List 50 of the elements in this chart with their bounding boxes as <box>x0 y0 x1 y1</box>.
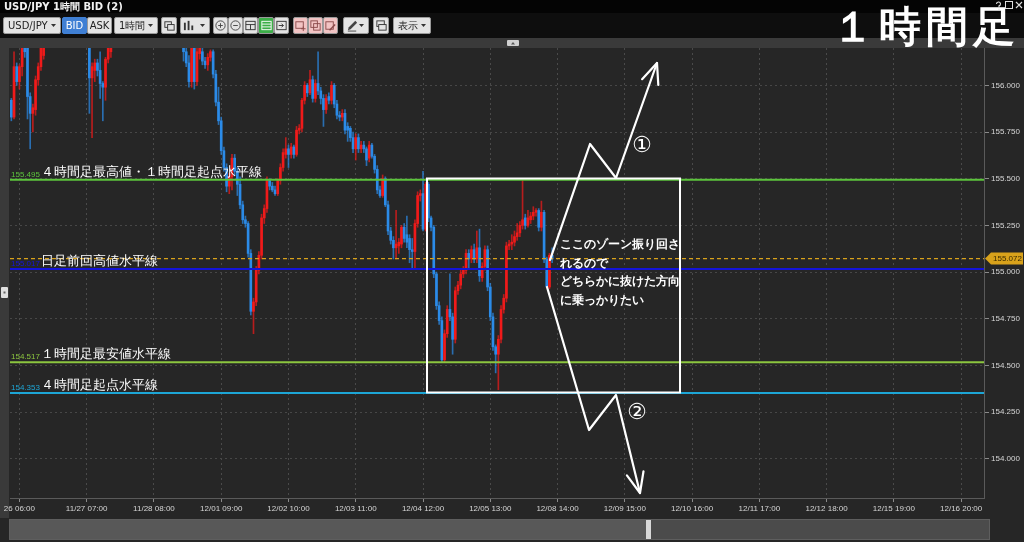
annotation: どちらかに抜けた方向に乗っかりたい <box>560 274 680 307</box>
candlestick <box>540 200 543 232</box>
x-tick-label: 12/09 15:00 <box>603 504 647 513</box>
x-tick-label: 12/11 17:00 <box>738 504 781 513</box>
chart-subtitle: USD/JPY 1時間 BID (2) <box>4 0 123 13</box>
candlestick <box>201 48 204 66</box>
x-tick-label: 11/27 07:00 <box>65 504 109 513</box>
y-tick-label: 155.500 <box>991 173 1021 183</box>
candlestick <box>410 238 414 269</box>
x-tick-label: 12/04 12:00 <box>401 504 445 513</box>
y-tick-label: 156.000 <box>991 80 1021 90</box>
ask-toggle: ASK <box>87 17 112 34</box>
y-tick-label: 155.750 <box>991 127 1021 137</box>
bid-toggle: BID <box>62 17 87 34</box>
annotation: ここのゾーン振り回されるので <box>559 237 680 270</box>
x-tick-label: 12/15 19:00 <box>872 504 916 513</box>
x-tick-label: 12/03 11:00 <box>334 504 378 513</box>
annotation: 154.353 <box>11 382 41 392</box>
y-tick-label: 154.000 <box>991 453 1021 463</box>
timeframe-dropdown: 1時間 <box>114 17 158 34</box>
x-tick-label: 12/12 18:00 <box>805 504 849 513</box>
annotation: ① <box>632 132 652 157</box>
y-tick-label: 155.250 <box>991 220 1021 230</box>
x-tick-label: 26 06:00 <box>3 504 36 513</box>
y-tick-label: 154.500 <box>991 360 1021 370</box>
annotation: 155.017 <box>11 258 41 268</box>
ref-line-label: 155.072 <box>993 254 1023 264</box>
candlestick <box>305 83 309 97</box>
annotation: 154.517 <box>11 352 41 362</box>
x-tick-label: 12/05 13:00 <box>469 504 512 513</box>
x-tick-label: 12/02 10:00 <box>267 504 311 513</box>
x-tick-label: 12/10 16:00 <box>670 504 714 513</box>
display-dropdown: 表示 <box>393 17 431 34</box>
candlestick <box>271 182 274 193</box>
currency-pair-dropdown: USD/JPY <box>3 17 61 34</box>
y-tick-label: 154.750 <box>991 313 1021 323</box>
annotation: ② <box>627 399 647 424</box>
x-tick-label: 12/16 20:00 <box>940 504 983 513</box>
annotation: 155.495 <box>11 169 41 179</box>
y-tick-label: 154.250 <box>991 407 1021 417</box>
x-tick-label: 12/08 14:00 <box>536 504 580 513</box>
y-tick-label: 155.000 <box>991 267 1021 277</box>
candlestick <box>88 48 91 114</box>
candlestick <box>314 79 317 103</box>
ref-line-label: １時間足最安値水平線 <box>41 346 171 362</box>
candlestick <box>10 98 13 122</box>
ref-line-label: ４時間足起点水平線 <box>41 376 158 392</box>
x-tick-label: 11/28 08:00 <box>133 504 176 513</box>
x-tick-label: 12/01 09:00 <box>200 504 243 513</box>
chart-title: １時間足 <box>832 2 1020 51</box>
